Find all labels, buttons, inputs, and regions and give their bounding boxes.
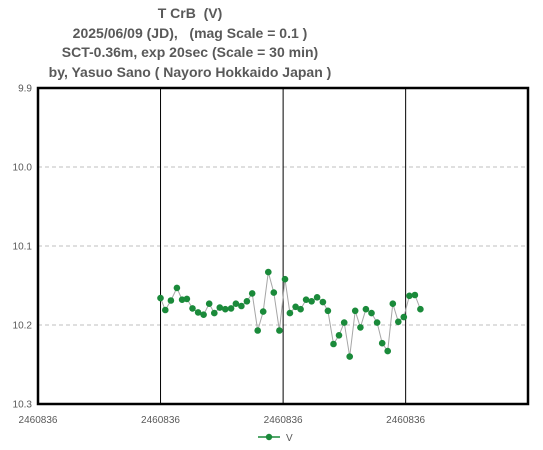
data-point xyxy=(302,296,310,304)
data-point xyxy=(368,309,375,317)
y-tick-label: 10.3 xyxy=(13,400,33,411)
data-point xyxy=(173,284,181,292)
x-tick-label: 2460836 xyxy=(264,415,303,426)
data-point xyxy=(400,313,408,321)
data-point xyxy=(270,289,278,296)
series-layer xyxy=(157,268,424,360)
data-point xyxy=(265,268,272,276)
y-tick-label: 10.0 xyxy=(13,163,33,174)
data-point xyxy=(211,309,218,317)
data-point xyxy=(232,300,240,308)
legend-label-v: V xyxy=(286,433,293,444)
legend: V xyxy=(258,433,293,444)
data-point xyxy=(335,332,343,339)
grid-layer xyxy=(38,88,528,404)
data-point xyxy=(167,297,175,304)
chart-subtitle-observer: by, Yasuo Sano ( Nayoro Hokkaido Japan ) xyxy=(48,63,332,80)
data-point xyxy=(373,319,381,326)
y-tick-label: 10.2 xyxy=(13,321,33,332)
data-point xyxy=(216,304,224,311)
data-point xyxy=(162,306,169,314)
data-point xyxy=(313,294,321,301)
data-point xyxy=(395,318,402,326)
data-point xyxy=(281,275,289,283)
data-point xyxy=(406,292,413,300)
data-point xyxy=(319,298,327,306)
chart-subtitle-date: 2025/06/09 (JD), (mag Scale = 0.1 ) xyxy=(72,24,308,41)
data-point xyxy=(357,324,364,331)
data-point xyxy=(346,353,354,360)
data-point xyxy=(205,300,213,308)
data-point xyxy=(238,302,245,310)
data-point xyxy=(243,298,251,305)
data-point xyxy=(194,309,202,316)
data-point xyxy=(384,347,392,355)
chart-title-block: T CrB (V) 2025/06/09 (JD), (mag Scale = … xyxy=(0,4,380,82)
data-point xyxy=(292,303,299,311)
data-point xyxy=(378,339,386,347)
tick-layer: 9.9 10.0 10.1 10.2 10.3 2460836 2460836 2460836… xyxy=(13,84,426,427)
data-point xyxy=(227,305,235,312)
data-point xyxy=(254,327,261,334)
data-point xyxy=(183,295,191,303)
data-point xyxy=(417,305,424,313)
y-tick-label: 10.1 xyxy=(13,242,33,253)
data-point xyxy=(248,290,256,297)
data-point xyxy=(362,305,370,313)
plot-frame xyxy=(36,86,530,406)
data-point xyxy=(200,311,207,319)
legend-marker xyxy=(265,433,273,441)
x-tick-label: 2460836 xyxy=(19,415,58,426)
x-tick-label: 2460836 xyxy=(386,415,425,426)
data-point xyxy=(222,305,229,313)
data-point xyxy=(389,300,397,308)
data-point xyxy=(351,307,359,315)
data-point xyxy=(259,308,267,315)
data-point xyxy=(297,305,304,313)
data-point xyxy=(276,327,283,334)
data-point xyxy=(340,319,348,326)
data-point xyxy=(411,291,419,299)
chart-subtitle-equipment: SCT-0.36m, exp 20sec (Scale = 30 min) xyxy=(61,44,319,60)
data-point xyxy=(308,298,315,305)
data-point xyxy=(157,294,164,302)
data-point xyxy=(330,340,337,348)
data-point xyxy=(189,305,196,312)
chart-title: T CrB (V) xyxy=(157,5,223,21)
x-tick-label: 2460836 xyxy=(141,415,180,426)
data-point xyxy=(286,309,294,317)
data-point xyxy=(324,307,332,315)
y-tick-label: 9.9 xyxy=(18,84,32,95)
